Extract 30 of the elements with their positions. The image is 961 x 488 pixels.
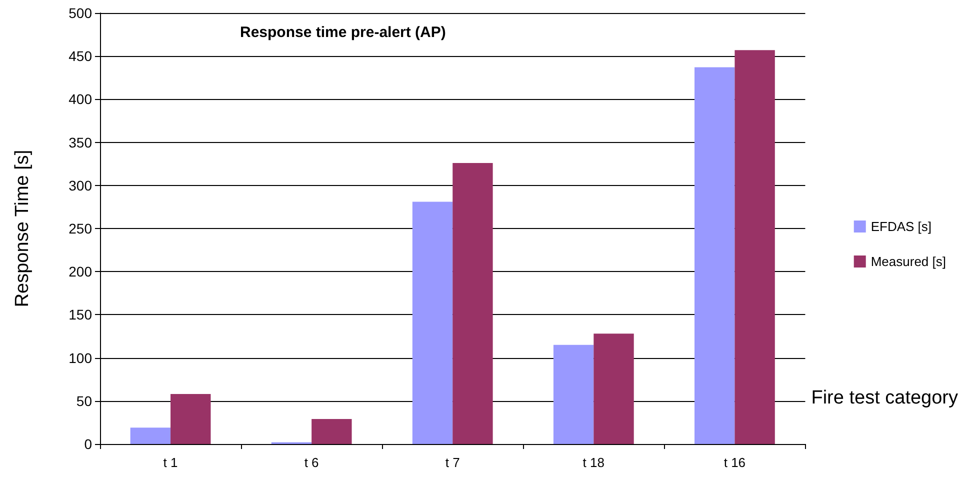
- y-tick-label: 100: [68, 350, 92, 366]
- y-tick-label: 300: [68, 177, 92, 194]
- text: Response time pre-alert (AP): [240, 24, 446, 41]
- y-tick-label: 150: [68, 306, 92, 323]
- x-tick-label: t 16: [724, 455, 746, 470]
- y-tick-label: 400: [68, 91, 92, 108]
- bar: [412, 202, 453, 444]
- x-tick-label: t 18: [582, 455, 604, 470]
- y-tick-label: 350: [68, 134, 92, 150]
- x-tick-label: t 1: [163, 455, 178, 470]
- x-tick-label: t 6: [304, 455, 319, 470]
- bar: [452, 162, 493, 444]
- x-axis-title: Fire test category: [811, 388, 958, 408]
- legend-label: Measured [s]: [870, 254, 946, 269]
- y-tick-label: 450: [68, 48, 92, 64]
- bar: [734, 50, 775, 444]
- bar: [312, 419, 352, 444]
- bar: [594, 334, 634, 444]
- y-tick-label: 0: [84, 436, 92, 452]
- bar: [553, 344, 594, 444]
- y-tick-label: 250: [68, 220, 92, 236]
- y-tick-label: 500: [68, 5, 92, 21]
- x-tick-label: t 7: [445, 455, 460, 470]
- bar: [170, 394, 211, 444]
- bar: [694, 67, 735, 444]
- legend-label: EFDAS [s]: [870, 219, 932, 234]
- y-tick-label: 200: [68, 264, 92, 280]
- bar: [130, 428, 171, 444]
- y-axis-title: Response Time [s]: [12, 150, 33, 308]
- y-tick-label: 50: [76, 392, 92, 409]
